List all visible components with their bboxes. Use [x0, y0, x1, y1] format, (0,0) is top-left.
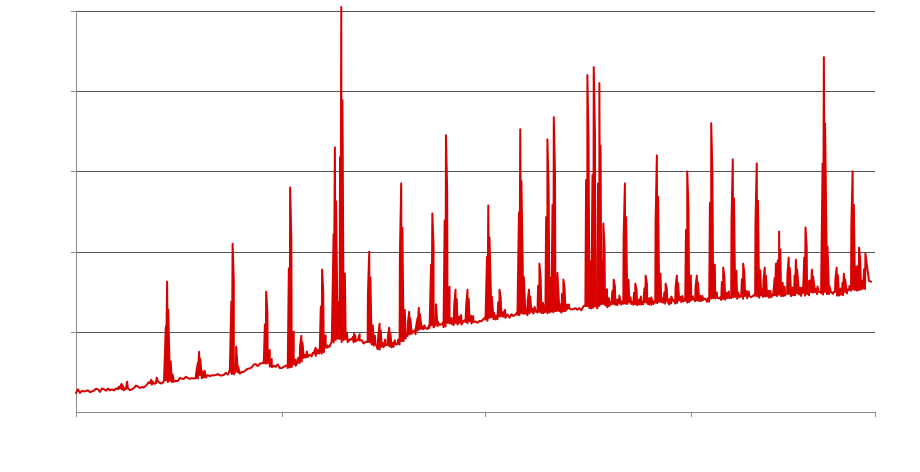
series-line	[75, 5, 872, 395]
